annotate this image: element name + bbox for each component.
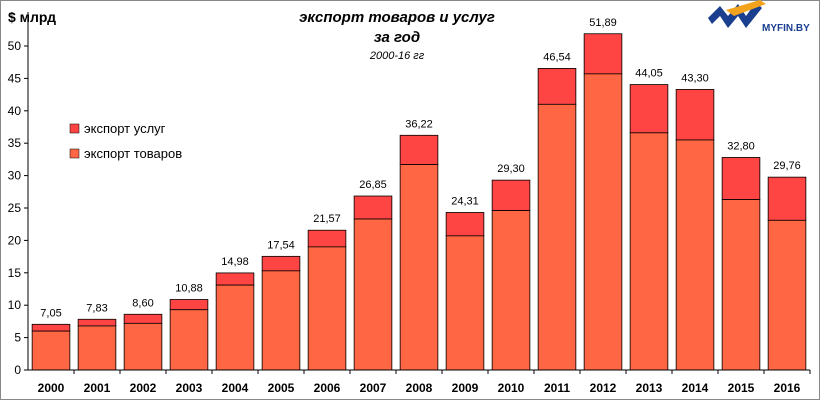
bar-segment-goods-2012	[583, 73, 623, 371]
bar-segment-services-2006	[307, 229, 347, 248]
x-tick-label: 2005	[268, 381, 295, 395]
chart-title: экспорт товаров и услуг	[299, 9, 495, 26]
x-tick-label: 2007	[360, 381, 387, 395]
legend-label-goods: экспорт товаров	[84, 146, 182, 161]
x-tick-label: 2010	[498, 381, 525, 395]
x-tick-label: 2003	[176, 381, 203, 395]
y-tick-label: 0	[14, 363, 21, 377]
legend-swatch-goods	[69, 148, 80, 159]
y-axis: 0 5 10 15 20 25 30 35 40 45 50	[8, 39, 28, 377]
data-label-total-2001: 7,83	[86, 302, 107, 314]
x-tick-label: 2011	[544, 381, 570, 395]
bar-segment-services-2014	[675, 89, 715, 141]
x-tick-label: 2004	[222, 381, 249, 395]
data-label-total-2009: 24,31	[451, 195, 479, 207]
x-tick-label: 2002	[130, 381, 157, 395]
logo-text: MYFIN.BY	[762, 23, 810, 34]
bar-segment-services-2007	[353, 195, 393, 220]
bar-segment-goods-2016	[767, 219, 807, 371]
y-tick-label: 35	[8, 136, 22, 150]
y-tick-label: 5	[14, 331, 21, 345]
bar-segment-services-2003	[169, 299, 209, 311]
chart-title-line2: за год	[374, 29, 420, 46]
bar-segment-goods-2007	[353, 218, 393, 371]
x-tick-label: 2006	[314, 381, 341, 395]
y-tick-label: 20	[8, 233, 22, 247]
data-label-total-2003: 10,88	[175, 282, 203, 294]
data-label-total-2016: 29,76	[773, 160, 801, 172]
bar-segment-goods-2015	[721, 199, 761, 371]
data-label-total-2011: 46,54	[543, 51, 571, 63]
bar-segment-services-2011	[537, 68, 577, 105]
y-tick-label: 30	[8, 169, 22, 183]
bar-segment-goods-2000	[31, 330, 71, 371]
bar-segment-goods-2001	[77, 325, 117, 371]
bar-segment-goods-2008	[399, 164, 439, 371]
x-tick-label: 2009	[452, 381, 479, 395]
bar-segment-services-2008	[399, 134, 439, 165]
legend: экспорт услуг экспорт товаров	[69, 121, 182, 161]
y-tick-label: 15	[8, 266, 22, 280]
bar-segment-goods-2002	[123, 322, 163, 371]
y-tick-label: 10	[8, 298, 22, 312]
data-label-total-2014: 43,30	[681, 72, 709, 84]
data-label-total-2002: 8,60	[132, 297, 153, 309]
legend-label-services: экспорт услуг	[84, 121, 166, 136]
y-tick-label: 25	[8, 201, 22, 215]
bar-segment-services-2005	[261, 255, 301, 272]
data-label-total-2012: 51,89	[589, 17, 617, 29]
bar-segment-services-2004	[215, 272, 255, 286]
bar-segment-services-2000	[31, 323, 71, 332]
legend-swatch-services	[69, 123, 80, 134]
bar-segment-goods-2013	[629, 132, 669, 371]
x-tick-label: 2012	[590, 381, 617, 395]
bar-segment-goods-2003	[169, 309, 209, 371]
data-label-total-2013: 44,05	[635, 68, 663, 80]
data-label-total-2007: 26,85	[359, 179, 387, 191]
x-tick-label: 2001	[84, 381, 111, 395]
bar-segment-goods-2006	[307, 246, 347, 371]
bar-segment-goods-2011	[537, 103, 577, 371]
bar-segment-services-2010	[491, 179, 531, 211]
bar-segment-services-2012	[583, 33, 623, 75]
bar-segment-goods-2004	[215, 284, 255, 371]
bar-segment-services-2015	[721, 157, 761, 200]
data-label-total-2000: 7,05	[40, 307, 61, 319]
data-label-total-2008: 36,22	[405, 118, 433, 130]
myfin-logo: MYFIN.BY	[708, 0, 810, 34]
x-axis: 2000 2001 2002 2003 2004 2005 2006 2007 2008 2009…	[38, 370, 811, 395]
data-label-total-2010: 29,30	[497, 163, 525, 175]
y-tick-label: 50	[8, 39, 22, 53]
bar-segment-services-2001	[77, 318, 117, 327]
x-tick-label: 2015	[728, 381, 755, 395]
data-label-total-2004: 14,98	[221, 256, 249, 268]
data-label-total-2015: 32,80	[727, 140, 755, 152]
data-label-total-2006: 21,57	[313, 213, 341, 225]
y-axis-unit-label: $ млрд	[8, 9, 56, 25]
chart-subtitle: 2000-16 гг	[369, 50, 425, 62]
x-tick-label: 2013	[636, 381, 663, 395]
bar-segment-goods-2010	[491, 210, 531, 371]
bar-segment-services-2009	[445, 212, 485, 237]
bar-segment-services-2016	[767, 176, 807, 221]
y-tick-label: 40	[8, 104, 22, 118]
bar-segment-services-2013	[629, 84, 669, 134]
bar-segment-goods-2005	[261, 270, 301, 371]
bar-segment-goods-2014	[675, 139, 715, 371]
logo-swoosh-icon	[726, 0, 766, 16]
x-tick-label: 2014	[682, 381, 709, 395]
bar-segment-services-2002	[123, 313, 163, 324]
x-tick-label: 2008	[406, 381, 433, 395]
bar-segment-goods-2009	[445, 235, 485, 371]
data-label-total-2005: 17,54	[267, 239, 295, 251]
y-tick-label: 45	[8, 71, 22, 85]
x-tick-label: 2016	[774, 381, 801, 395]
x-tick-label: 2000	[38, 381, 65, 395]
